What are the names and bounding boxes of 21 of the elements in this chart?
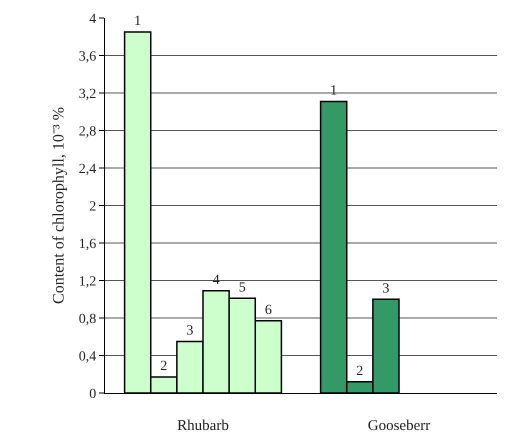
y-tick-label: 2 bbox=[89, 199, 96, 214]
y-tick-label: 2,8 bbox=[78, 124, 96, 140]
series-label: 2 bbox=[160, 359, 168, 374]
y-axis-title: Content of chlorophyll, 10⁻³ % bbox=[50, 107, 68, 304]
series-label: 3 bbox=[186, 323, 194, 338]
text: 1 bbox=[134, 14, 142, 30]
text: 3 bbox=[382, 281, 390, 296]
y-tick-label: 4 bbox=[89, 12, 96, 27]
y-tick-label: 1,2 bbox=[78, 274, 96, 290]
x-tick-label: Rhubarb bbox=[177, 418, 229, 434]
x-tick-label: Gooseberr bbox=[368, 418, 430, 434]
y-tick-label: 0,4 bbox=[78, 349, 96, 364]
y-tick-label: 0,8 bbox=[78, 312, 96, 327]
text: 2 bbox=[356, 364, 364, 379]
series-label: 5 bbox=[238, 280, 246, 296]
y-tick-label: 3,2 bbox=[78, 86, 96, 102]
y-tick-label: 0 bbox=[89, 386, 96, 402]
y-tick-label: 1,6 bbox=[78, 236, 96, 252]
y-tick-label: 2,4 bbox=[78, 162, 96, 177]
series-label: 6 bbox=[264, 302, 272, 318]
y-tick-label: 3,6 bbox=[78, 49, 96, 64]
